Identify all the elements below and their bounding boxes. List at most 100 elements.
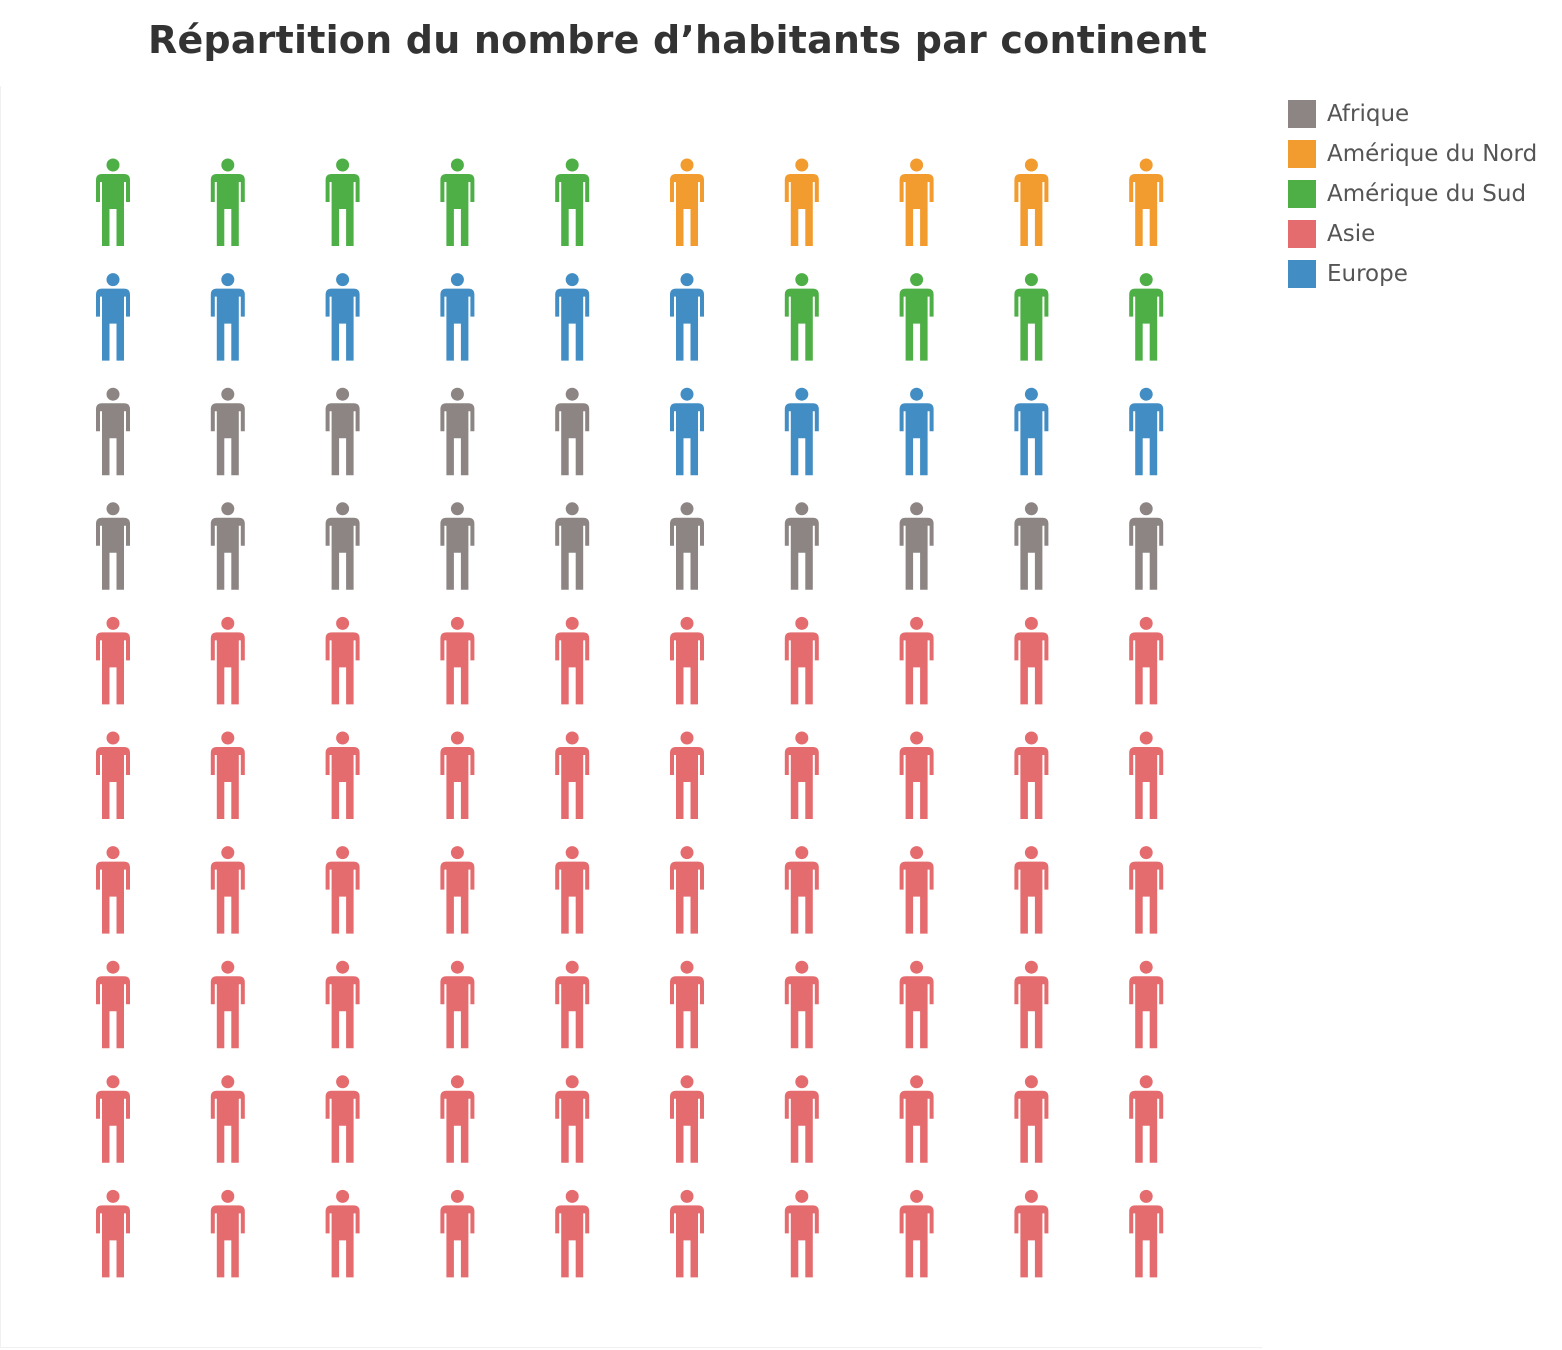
person-icon xyxy=(210,1189,245,1278)
person-icon xyxy=(555,960,590,1049)
person-icon xyxy=(784,1189,819,1278)
person-icon xyxy=(210,158,245,246)
legend-swatch xyxy=(1288,180,1316,208)
person-icon xyxy=(325,158,360,246)
person-icon xyxy=(1129,960,1164,1049)
person-icon xyxy=(440,1075,475,1163)
person-icon xyxy=(899,158,934,246)
legend-label: Amérique du Sud xyxy=(1327,181,1527,207)
person-icon xyxy=(1014,502,1049,590)
person-icon xyxy=(784,387,819,476)
person-icon xyxy=(1014,731,1049,819)
person-icon xyxy=(670,1189,704,1278)
person-icon xyxy=(1014,158,1049,246)
person-icon xyxy=(1014,1075,1049,1163)
person-icon xyxy=(555,731,590,819)
person-icon xyxy=(440,846,475,934)
person-icon xyxy=(899,1075,934,1163)
person-icon xyxy=(96,960,130,1049)
person-icon xyxy=(670,158,704,246)
legend: Afrique Amérique du Nord Amérique du Sud As… xyxy=(1288,94,1537,294)
person-icons xyxy=(96,158,1164,1278)
person-icon xyxy=(1129,731,1164,819)
person-icon xyxy=(1014,1189,1049,1278)
person-icon xyxy=(440,273,475,361)
person-icon xyxy=(784,158,819,246)
person-icon xyxy=(899,846,934,934)
pictogram-grid xyxy=(96,158,1164,1278)
legend-swatch xyxy=(1288,100,1316,128)
legend-item: Europe xyxy=(1288,254,1537,294)
legend-swatch xyxy=(1288,140,1316,168)
legend-item: Amérique du Nord xyxy=(1288,134,1537,174)
person-icon xyxy=(670,387,704,476)
person-icon xyxy=(784,731,819,819)
person-icon xyxy=(555,158,590,246)
person-icon xyxy=(784,1075,819,1163)
person-icon xyxy=(325,846,360,934)
person-icon xyxy=(325,1189,360,1278)
person-icon xyxy=(325,960,360,1049)
person-icon xyxy=(440,1189,475,1278)
person-icon xyxy=(1129,273,1164,361)
person-icon xyxy=(899,731,934,819)
person-icon xyxy=(325,731,360,819)
person-icon xyxy=(555,502,590,590)
person-icon xyxy=(210,616,245,705)
plot-area xyxy=(0,86,1262,1348)
person-icon xyxy=(440,731,475,819)
person-icon xyxy=(1129,502,1164,590)
person-icon xyxy=(96,731,130,819)
person-icon xyxy=(555,273,590,361)
person-icon xyxy=(670,960,704,1049)
person-icon xyxy=(210,1075,245,1163)
person-icon xyxy=(325,1075,360,1163)
person-icon xyxy=(440,616,475,705)
person-icon xyxy=(1129,846,1164,934)
person-icon xyxy=(96,387,130,476)
person-icon xyxy=(555,1189,590,1278)
person-icon xyxy=(96,158,130,246)
chart-title: Répartition du nombre d’habitants par co… xyxy=(148,18,1208,62)
person-icon xyxy=(670,731,704,819)
person-icon xyxy=(96,616,130,705)
legend-label: Amérique du Nord xyxy=(1327,141,1538,167)
legend-label: Afrique xyxy=(1327,101,1410,127)
person-icon xyxy=(96,1189,130,1278)
person-icon xyxy=(555,1075,590,1163)
legend-item: Afrique xyxy=(1288,94,1537,134)
legend-swatch xyxy=(1288,260,1316,288)
person-icon xyxy=(1014,387,1049,476)
person-icon xyxy=(784,616,819,705)
person-icon xyxy=(899,616,934,705)
person-icon xyxy=(210,731,245,819)
person-icon xyxy=(899,1189,934,1278)
person-icon xyxy=(325,273,360,361)
person-icon xyxy=(210,273,245,361)
person-icon xyxy=(440,158,475,246)
person-icon xyxy=(1129,1189,1164,1278)
person-icon xyxy=(96,502,130,590)
person-icon xyxy=(555,616,590,705)
person-icon xyxy=(784,846,819,934)
person-icon xyxy=(96,1075,130,1163)
person-icon xyxy=(210,960,245,1049)
person-icon xyxy=(784,273,819,361)
person-icon xyxy=(210,502,245,590)
person-icon xyxy=(1014,273,1049,361)
person-icon xyxy=(1129,158,1164,246)
person-icon xyxy=(210,846,245,934)
person-icon xyxy=(96,273,130,361)
person-icon xyxy=(325,502,360,590)
legend-label: Asie xyxy=(1327,221,1376,247)
person-icon xyxy=(784,502,819,590)
legend-swatch xyxy=(1288,220,1316,248)
person-icon xyxy=(670,502,704,590)
person-icon xyxy=(784,960,819,1049)
person-icon xyxy=(1014,960,1049,1049)
person-icon xyxy=(1014,846,1049,934)
person-icon xyxy=(1014,616,1049,705)
person-icon xyxy=(899,387,934,476)
person-icon xyxy=(440,387,475,476)
